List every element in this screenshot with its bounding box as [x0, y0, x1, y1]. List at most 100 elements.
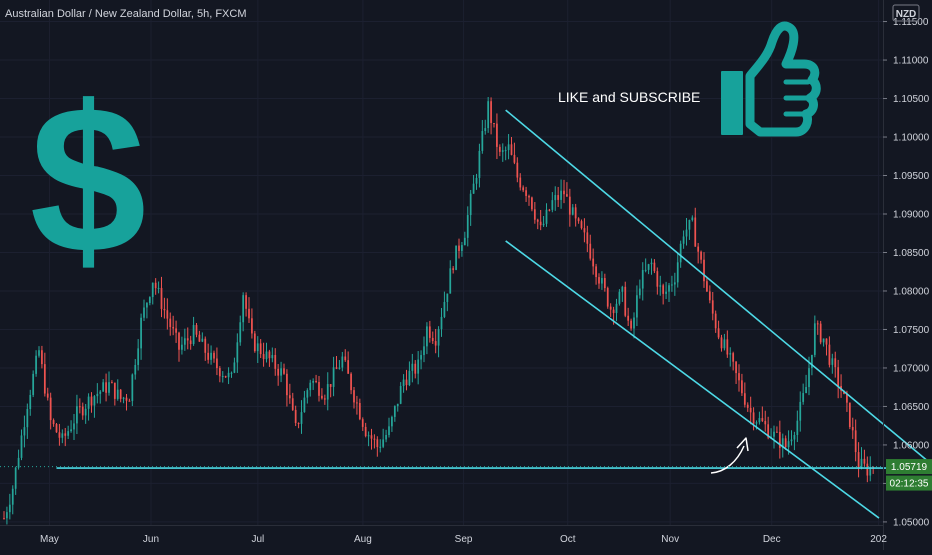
candle-body — [461, 245, 463, 251]
candle-body — [479, 151, 481, 178]
candle-body — [29, 395, 31, 409]
candle-body — [24, 427, 26, 435]
candle-body — [111, 382, 113, 383]
price-tick-label: 1.08000 — [893, 286, 930, 297]
candle-body — [814, 323, 816, 355]
candle-body — [155, 283, 157, 288]
candle-body — [627, 316, 629, 321]
candle-body — [102, 382, 104, 391]
currency-badge[interactable]: NZD — [896, 9, 917, 20]
countdown-tag[interactable]: 02:12:35 — [886, 476, 932, 491]
candle-body — [260, 343, 262, 354]
candle-body — [429, 326, 431, 338]
candle-body — [85, 409, 87, 416]
candle-body — [382, 439, 384, 446]
candle-body — [166, 310, 168, 318]
candle-body — [403, 380, 405, 386]
candle-body — [516, 163, 518, 178]
candle-body — [473, 184, 475, 194]
candle-body — [47, 394, 49, 398]
candle-body — [414, 364, 416, 374]
time-tick-label: Aug — [354, 534, 372, 545]
candle-body — [858, 452, 860, 468]
candle-body — [181, 345, 183, 350]
candle-body — [53, 420, 55, 424]
candle-body — [64, 433, 66, 435]
candle-body — [788, 441, 790, 447]
candle-body — [467, 215, 469, 238]
candle-body — [677, 262, 679, 282]
candle-body — [549, 210, 551, 211]
candle-body — [694, 218, 696, 247]
candle-body — [12, 489, 14, 505]
candle-body — [204, 339, 206, 353]
candle-body — [444, 302, 446, 317]
candle-body — [394, 406, 396, 417]
candle-body — [309, 383, 311, 390]
candle-body — [525, 190, 527, 196]
candle-body — [277, 369, 279, 376]
candle-body — [519, 178, 521, 188]
candle-body — [744, 393, 746, 405]
candle-body — [406, 380, 408, 386]
candle-body — [586, 232, 588, 243]
candle-body — [794, 435, 796, 439]
candle-body — [216, 359, 218, 369]
candle-body — [131, 375, 133, 402]
candle-body — [9, 505, 11, 512]
candle-body — [584, 228, 586, 232]
candle-body — [146, 303, 148, 308]
time-tick-label: May — [40, 534, 59, 545]
candle-body — [820, 324, 822, 343]
candle-body — [423, 346, 425, 355]
candle-body — [601, 278, 603, 284]
candle-body — [578, 218, 580, 221]
candle-body — [327, 384, 329, 400]
candle-body — [712, 300, 714, 313]
candle-body — [379, 447, 381, 448]
candle-body — [330, 384, 332, 387]
last-price-tag[interactable]: 1.05719 — [886, 459, 932, 474]
candle-body — [271, 355, 273, 358]
candle-body — [706, 281, 708, 291]
candle-body — [636, 295, 638, 317]
candle-body — [193, 325, 195, 344]
candle-body — [324, 398, 326, 399]
price-tick-label: 1.11000 — [893, 56, 929, 67]
candle-body — [347, 360, 349, 374]
candle-body — [604, 278, 606, 288]
candle-body — [834, 358, 836, 367]
candle-body — [18, 458, 20, 468]
candle-body — [563, 191, 565, 195]
candle-body — [298, 423, 300, 424]
candle-body — [735, 362, 737, 373]
candle-body — [852, 427, 854, 430]
candle-body — [149, 297, 151, 303]
candle-body — [38, 350, 40, 355]
candle-body — [575, 207, 577, 218]
candle-body — [397, 404, 399, 406]
candle-body — [796, 421, 798, 435]
candle-body — [184, 338, 186, 344]
candle-body — [234, 362, 236, 372]
time-tick-label: 202 — [870, 534, 887, 545]
candle-body — [741, 380, 743, 393]
price-tick-label: 1.09000 — [893, 210, 930, 221]
candle-body — [802, 393, 804, 402]
candle-body — [630, 321, 632, 329]
candle-body — [446, 294, 448, 302]
candle-body — [776, 432, 778, 433]
candle-body — [280, 368, 282, 375]
candle-body — [464, 238, 466, 245]
candle-body — [175, 328, 177, 332]
candle-body — [257, 343, 259, 351]
candle-body — [639, 289, 641, 296]
candle-body — [432, 338, 434, 341]
candle-body — [759, 418, 761, 422]
candle-body — [210, 353, 212, 360]
price-tick-label: 1.10000 — [893, 133, 930, 144]
candle-body — [554, 195, 556, 200]
candle-body — [426, 326, 428, 346]
candle-body — [560, 191, 562, 200]
